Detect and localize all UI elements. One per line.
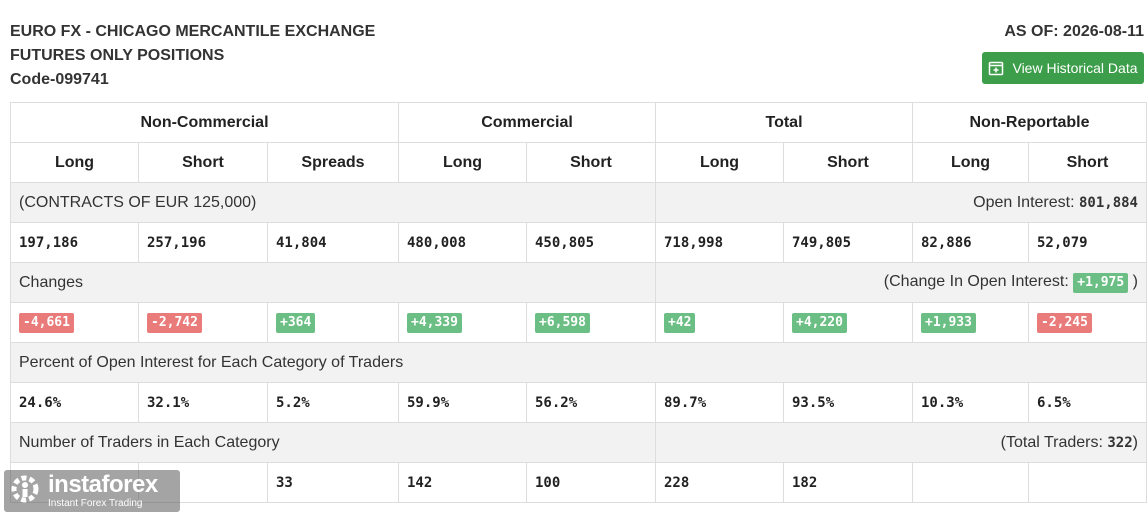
open-interest-value: 801,884 bbox=[1078, 194, 1138, 211]
group-header-row: Non-Commercial Commercial Total Non-Repo… bbox=[10, 102, 1147, 143]
percent-cell: 89.7% bbox=[655, 382, 784, 423]
percent-cell: 24.6% bbox=[10, 382, 139, 423]
change-badge: -4,661 bbox=[19, 312, 74, 333]
change-cell: -2,245 bbox=[1028, 302, 1147, 343]
change-badge: +42 bbox=[664, 312, 696, 333]
report-title-line2: FUTURES ONLY POSITIONS bbox=[10, 47, 225, 64]
change-badge: +364 bbox=[276, 312, 316, 333]
change-open-interest-cell: (Change In Open Interest: +1,975 ) bbox=[655, 262, 1147, 303]
change-cell: +42 bbox=[655, 302, 784, 343]
change-cell: -4,661 bbox=[10, 302, 139, 343]
changes-label: Changes bbox=[10, 262, 656, 303]
change-cell: +6,598 bbox=[526, 302, 656, 343]
change-badge: +6,598 bbox=[535, 312, 590, 333]
percent-cell: 32.1% bbox=[138, 382, 268, 423]
position-cell: 52,079 bbox=[1028, 222, 1147, 263]
group-non-reportable: Non-Reportable bbox=[912, 102, 1147, 143]
change-badge: +1,933 bbox=[921, 312, 976, 333]
traders-cell: 228 bbox=[655, 462, 784, 503]
percent-cell: 56.2% bbox=[526, 382, 656, 423]
report-code: Code-099741 bbox=[10, 71, 109, 88]
changes-row: -4,661 -2,742 +364 +4,339 +6,598 +42 +4,… bbox=[10, 302, 1147, 343]
change-oi-label: (Change In Open Interest: bbox=[883, 272, 1069, 290]
cot-positions-table: Non-Commercial Commercial Total Non-Repo… bbox=[10, 102, 1147, 503]
change-cell: -2,742 bbox=[138, 302, 268, 343]
position-cell: 197,186 bbox=[10, 222, 139, 263]
change-badge: -2,742 bbox=[147, 312, 202, 333]
traders-cell: 182 bbox=[783, 462, 913, 503]
change-cell: +4,220 bbox=[783, 302, 913, 343]
watermark-tagline: Instant Forex Trading bbox=[48, 498, 143, 509]
watermark-name: instaforex bbox=[48, 471, 158, 498]
total-traders-close: ) bbox=[1132, 433, 1138, 451]
open-interest-label: Open Interest: bbox=[973, 193, 1075, 211]
total-traders-label: (Total Traders: bbox=[1000, 433, 1103, 451]
traders-section-row: Number of Traders in Each Category (Tota… bbox=[10, 422, 1147, 463]
report-title-block: EURO FX - CHICAGO MERCANTILE EXCHANGE FU… bbox=[10, 20, 375, 92]
change-oi-close: ) bbox=[1132, 272, 1138, 290]
change-badge: -2,245 bbox=[1037, 312, 1092, 333]
report-title-line1: EURO FX - CHICAGO MERCANTILE EXCHANGE bbox=[10, 23, 376, 40]
percent-section-row: Percent of Open Interest for Each Catego… bbox=[10, 342, 1147, 383]
traders-row: 33 142 100 228 182 bbox=[10, 462, 1147, 503]
instaforex-logo-icon bbox=[8, 472, 42, 511]
change-oi-badge: +1,975 bbox=[1073, 272, 1129, 293]
col-header: Long bbox=[10, 142, 139, 183]
col-header: Short bbox=[783, 142, 913, 183]
percent-cell: 10.3% bbox=[912, 382, 1029, 423]
position-cell: 480,008 bbox=[398, 222, 527, 263]
positions-row: 197,186 257,196 41,804 480,008 450,805 7… bbox=[10, 222, 1147, 263]
change-cell: +4,339 bbox=[398, 302, 527, 343]
group-non-commercial: Non-Commercial bbox=[10, 102, 399, 143]
traders-cell: 142 bbox=[398, 462, 527, 503]
col-header: Short bbox=[526, 142, 656, 183]
contracts-label: (CONTRACTS OF EUR 125,000) bbox=[10, 182, 656, 223]
group-total: Total bbox=[655, 102, 913, 143]
col-header: Short bbox=[138, 142, 268, 183]
position-cell: 41,804 bbox=[267, 222, 399, 263]
calendar-plus-icon bbox=[988, 60, 1004, 76]
percent-label: Percent of Open Interest for Each Catego… bbox=[10, 342, 1147, 383]
changes-section-row: Changes (Change In Open Interest: +1,975… bbox=[10, 262, 1147, 303]
position-cell: 82,886 bbox=[912, 222, 1029, 263]
col-header: Spreads bbox=[267, 142, 399, 183]
col-header: Short bbox=[1028, 142, 1147, 183]
percent-cell: 93.5% bbox=[783, 382, 913, 423]
position-cell: 257,196 bbox=[138, 222, 268, 263]
position-cell: 450,805 bbox=[526, 222, 656, 263]
contracts-section-row: (CONTRACTS OF EUR 125,000) Open Interest… bbox=[10, 182, 1147, 223]
change-cell: +364 bbox=[267, 302, 399, 343]
position-cell: 749,805 bbox=[783, 222, 913, 263]
percent-cell: 6.5% bbox=[1028, 382, 1147, 423]
col-header: Long bbox=[912, 142, 1029, 183]
as-of-date: AS OF: 2026-08-11 bbox=[1004, 23, 1144, 40]
total-traders-cell: (Total Traders: 322) bbox=[655, 422, 1147, 463]
percent-cell: 5.2% bbox=[267, 382, 399, 423]
percent-row: 24.6% 32.1% 5.2% 59.9% 56.2% 89.7% 93.5%… bbox=[10, 382, 1147, 423]
col-header: Long bbox=[398, 142, 527, 183]
traders-label: Number of Traders in Each Category bbox=[10, 422, 656, 463]
view-historical-data-label: View Historical Data bbox=[1012, 60, 1138, 76]
open-interest-cell: Open Interest: 801,884 bbox=[655, 182, 1147, 223]
instaforex-watermark: instaforex Instant Forex Trading bbox=[4, 470, 180, 512]
traders-cell: 100 bbox=[526, 462, 656, 503]
total-traders-value: 322 bbox=[1107, 434, 1133, 451]
position-cell: 718,998 bbox=[655, 222, 784, 263]
view-historical-data-button[interactable]: View Historical Data bbox=[982, 52, 1144, 84]
change-badge: +4,220 bbox=[792, 312, 847, 333]
col-header: Long bbox=[655, 142, 784, 183]
group-commercial: Commercial bbox=[398, 102, 656, 143]
percent-cell: 59.9% bbox=[398, 382, 527, 423]
traders-cell bbox=[1028, 462, 1147, 503]
subheader-row: Long Short Spreads Long Short Long Short… bbox=[10, 142, 1147, 183]
change-cell: +1,933 bbox=[912, 302, 1029, 343]
change-badge: +4,339 bbox=[407, 312, 462, 333]
traders-cell bbox=[912, 462, 1029, 503]
traders-cell: 33 bbox=[267, 462, 399, 503]
